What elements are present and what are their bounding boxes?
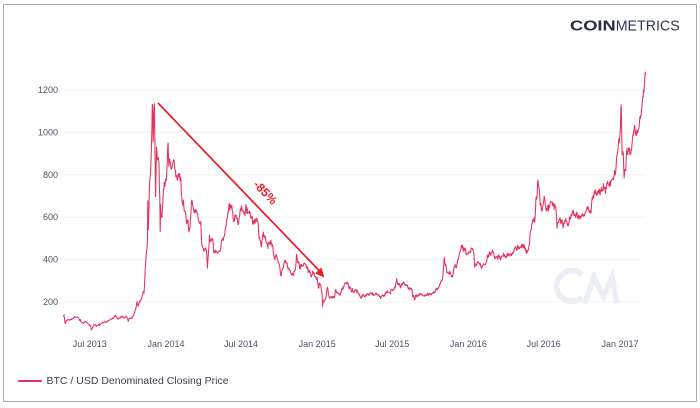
svg-text:Jul 2016: Jul 2016 bbox=[527, 339, 561, 349]
svg-text:Jan 2017: Jan 2017 bbox=[601, 339, 638, 349]
svg-text:200: 200 bbox=[43, 297, 58, 307]
svg-text:Jan 2016: Jan 2016 bbox=[450, 339, 487, 349]
svg-text:400: 400 bbox=[43, 255, 58, 265]
svg-text:800: 800 bbox=[43, 170, 58, 180]
svg-text:Jul 2013: Jul 2013 bbox=[73, 339, 107, 349]
svg-text:1000: 1000 bbox=[38, 127, 58, 137]
svg-text:Jul 2015: Jul 2015 bbox=[375, 339, 409, 349]
svg-text:600: 600 bbox=[43, 212, 58, 222]
svg-text:METRICS: METRICS bbox=[616, 19, 680, 35]
svg-text:Jul 2014: Jul 2014 bbox=[224, 339, 258, 349]
svg-text:Jan 2015: Jan 2015 bbox=[299, 339, 336, 349]
svg-text:Jan 2014: Jan 2014 bbox=[147, 339, 184, 349]
svg-text:1200: 1200 bbox=[38, 85, 58, 95]
svg-text:COIN: COIN bbox=[570, 19, 616, 35]
